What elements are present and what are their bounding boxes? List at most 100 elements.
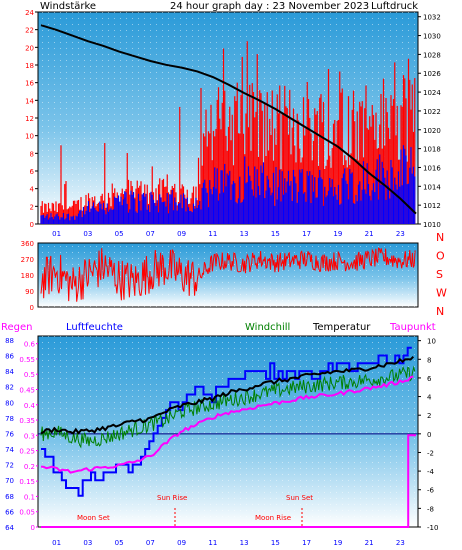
wind-tick-label: 16 bbox=[25, 80, 34, 88]
wind-tick-label: 18 bbox=[25, 62, 34, 70]
humidity-tick-label: 74 bbox=[5, 446, 14, 454]
luftdruck-label: Luftdruck bbox=[371, 1, 418, 12]
pressure-tick-label: 1010 bbox=[423, 221, 441, 229]
taupunkt-label: Taupunkt bbox=[389, 322, 436, 333]
pressure-tick-label: 1012 bbox=[423, 202, 441, 210]
wind-tick-label: 12 bbox=[25, 115, 34, 123]
humidity-tick-label: 84 bbox=[5, 368, 14, 376]
moon-rise-annotation: Moon Rise bbox=[255, 514, 291, 522]
wind-tick-label: 0 bbox=[30, 221, 34, 229]
luftfeuchte-label: Luftfeuchte bbox=[66, 322, 123, 333]
direction-tick-label: 360 bbox=[21, 240, 34, 248]
hour-tick-label: 19 bbox=[333, 539, 342, 547]
rain-tick-label: 0.1 bbox=[24, 493, 35, 501]
moon-set-annotation: Moon Set bbox=[77, 514, 110, 522]
temperature-y-ticks: -10 -8 -6 -4 -2 0 2 4 6 8 10 bbox=[418, 338, 438, 532]
hour-tick-label: 15 bbox=[271, 230, 280, 238]
humidity-tick-label: 86 bbox=[5, 352, 14, 360]
wind-tick-label: 8 bbox=[30, 150, 34, 158]
hour-tick-label: 23 bbox=[396, 539, 405, 547]
wind-pressure-panel: Windstärke 24 hour graph day : 23 Novemb… bbox=[25, 1, 441, 238]
humidity-tick-label: 78 bbox=[5, 415, 14, 423]
humidity-tick-label: 88 bbox=[5, 337, 14, 345]
wind-tick-label: 6 bbox=[30, 168, 35, 176]
wind-tick-label: 22 bbox=[25, 27, 34, 35]
direction-tick-label: 270 bbox=[21, 256, 34, 264]
chart-title: 24 hour graph day : 23 November 2023 bbox=[170, 1, 369, 12]
hour-tick-label: 09 bbox=[177, 539, 186, 547]
compass-label: N bbox=[436, 231, 444, 244]
pressure-tick-label: 1020 bbox=[423, 127, 441, 135]
pressure-tick-label: 1030 bbox=[423, 33, 441, 41]
direction-y-ticks: 0 90 180 270 360 bbox=[21, 240, 34, 312]
direction-plot-grid bbox=[38, 243, 418, 307]
hour-tick-label: 03 bbox=[83, 539, 92, 547]
humidity-tick-label: 68 bbox=[5, 493, 14, 501]
humidity-tick-label: 70 bbox=[5, 477, 14, 485]
temp-tick-label: 10 bbox=[427, 338, 436, 346]
pressure-y-ticks: 1010 1012 1014 1016 1018 1020 1022 1024 1026 1028… bbox=[418, 14, 441, 229]
humidity-y-ticks: 64 66 68 70 72 74 76 78 80 82 84 86 88 bbox=[5, 337, 14, 532]
hour-tick-label: 07 bbox=[146, 539, 155, 547]
pressure-tick-label: 1028 bbox=[423, 51, 441, 59]
hour-tick-label: 13 bbox=[240, 539, 249, 547]
pressure-tick-label: 1032 bbox=[423, 14, 441, 22]
pressure-tick-label: 1024 bbox=[423, 89, 441, 97]
humidity-tick-label: 64 bbox=[5, 524, 14, 532]
rain-tick-label: 0.25 bbox=[19, 448, 35, 456]
hour-tick-label: 17 bbox=[302, 539, 311, 547]
rain-tick-label: 0.15 bbox=[19, 478, 35, 486]
humidity-tick-label: 80 bbox=[5, 399, 14, 407]
pressure-tick-label: 1014 bbox=[423, 183, 441, 191]
pressure-tick-label: 1016 bbox=[423, 164, 441, 172]
regen-label: Regen bbox=[1, 322, 33, 333]
humidity-tick-label: 82 bbox=[5, 384, 14, 392]
wind-bars bbox=[40, 41, 416, 224]
rain-y-ticks: 0 0.05 0.1 0.15 0.2 0.25 0.3 0.35 0.4 0.45 0.5 0.55… bbox=[19, 341, 38, 532]
hour-tick-label: 09 bbox=[177, 230, 186, 238]
hour-tick-label: 19 bbox=[333, 230, 342, 238]
wind-tick-label: 4 bbox=[30, 186, 35, 194]
pressure-line bbox=[40, 24, 417, 215]
windstaerke-label: Windstärke bbox=[40, 1, 96, 12]
humidity-tick-label: 66 bbox=[5, 508, 14, 516]
rain-tick-label: 0.3 bbox=[24, 432, 35, 440]
temp-tick-label: 6 bbox=[427, 375, 432, 383]
rain-line bbox=[41, 434, 416, 528]
pressure-tick-label: 1026 bbox=[423, 70, 441, 78]
temp-tick-label: 8 bbox=[427, 356, 431, 364]
temp-x-ticks: 01 03 05 07 09 11 13 15 17 19 21 23 bbox=[52, 539, 405, 547]
hour-tick-label: 13 bbox=[240, 230, 249, 238]
humidity-tick-label: 72 bbox=[5, 462, 14, 470]
humidity-tick-label: 76 bbox=[5, 430, 14, 438]
hour-tick-label: 11 bbox=[208, 230, 217, 238]
rain-tick-label: 0.5 bbox=[24, 371, 35, 379]
temp-tick-label: -4 bbox=[427, 468, 435, 476]
compass-label: S bbox=[436, 268, 443, 281]
wind-tick-label: 20 bbox=[25, 44, 34, 52]
temp-tick-label: 0 bbox=[427, 431, 431, 439]
temp-tick-label: -6 bbox=[427, 487, 435, 495]
hour-tick-label: 01 bbox=[52, 539, 61, 547]
hour-tick-label: 11 bbox=[208, 539, 217, 547]
rain-tick-label: 0.6 bbox=[24, 341, 36, 349]
hour-tick-label: 05 bbox=[115, 539, 124, 547]
wind-x-ticks: 01 03 05 07 09 11 13 15 17 19 21 23 bbox=[52, 230, 405, 238]
wind-tick-label: 2 bbox=[30, 203, 34, 211]
wind-tick-label: 24 bbox=[25, 9, 34, 17]
temp-tick-label: -2 bbox=[427, 449, 434, 457]
hour-tick-label: 21 bbox=[365, 230, 374, 238]
wind-tick-label: 14 bbox=[25, 97, 34, 105]
hour-tick-label: 21 bbox=[365, 539, 374, 547]
wind-tick-label: 10 bbox=[25, 133, 34, 141]
temp-tick-label: -10 bbox=[427, 524, 438, 532]
rain-tick-label: 0 bbox=[31, 524, 35, 532]
direction-tick-label: 180 bbox=[21, 272, 34, 280]
temp-tick-label: -8 bbox=[427, 505, 434, 513]
direction-tick-label: 90 bbox=[25, 288, 34, 296]
hour-tick-label: 01 bbox=[52, 230, 61, 238]
sun-rise-annotation: Sun Rise bbox=[157, 494, 187, 502]
